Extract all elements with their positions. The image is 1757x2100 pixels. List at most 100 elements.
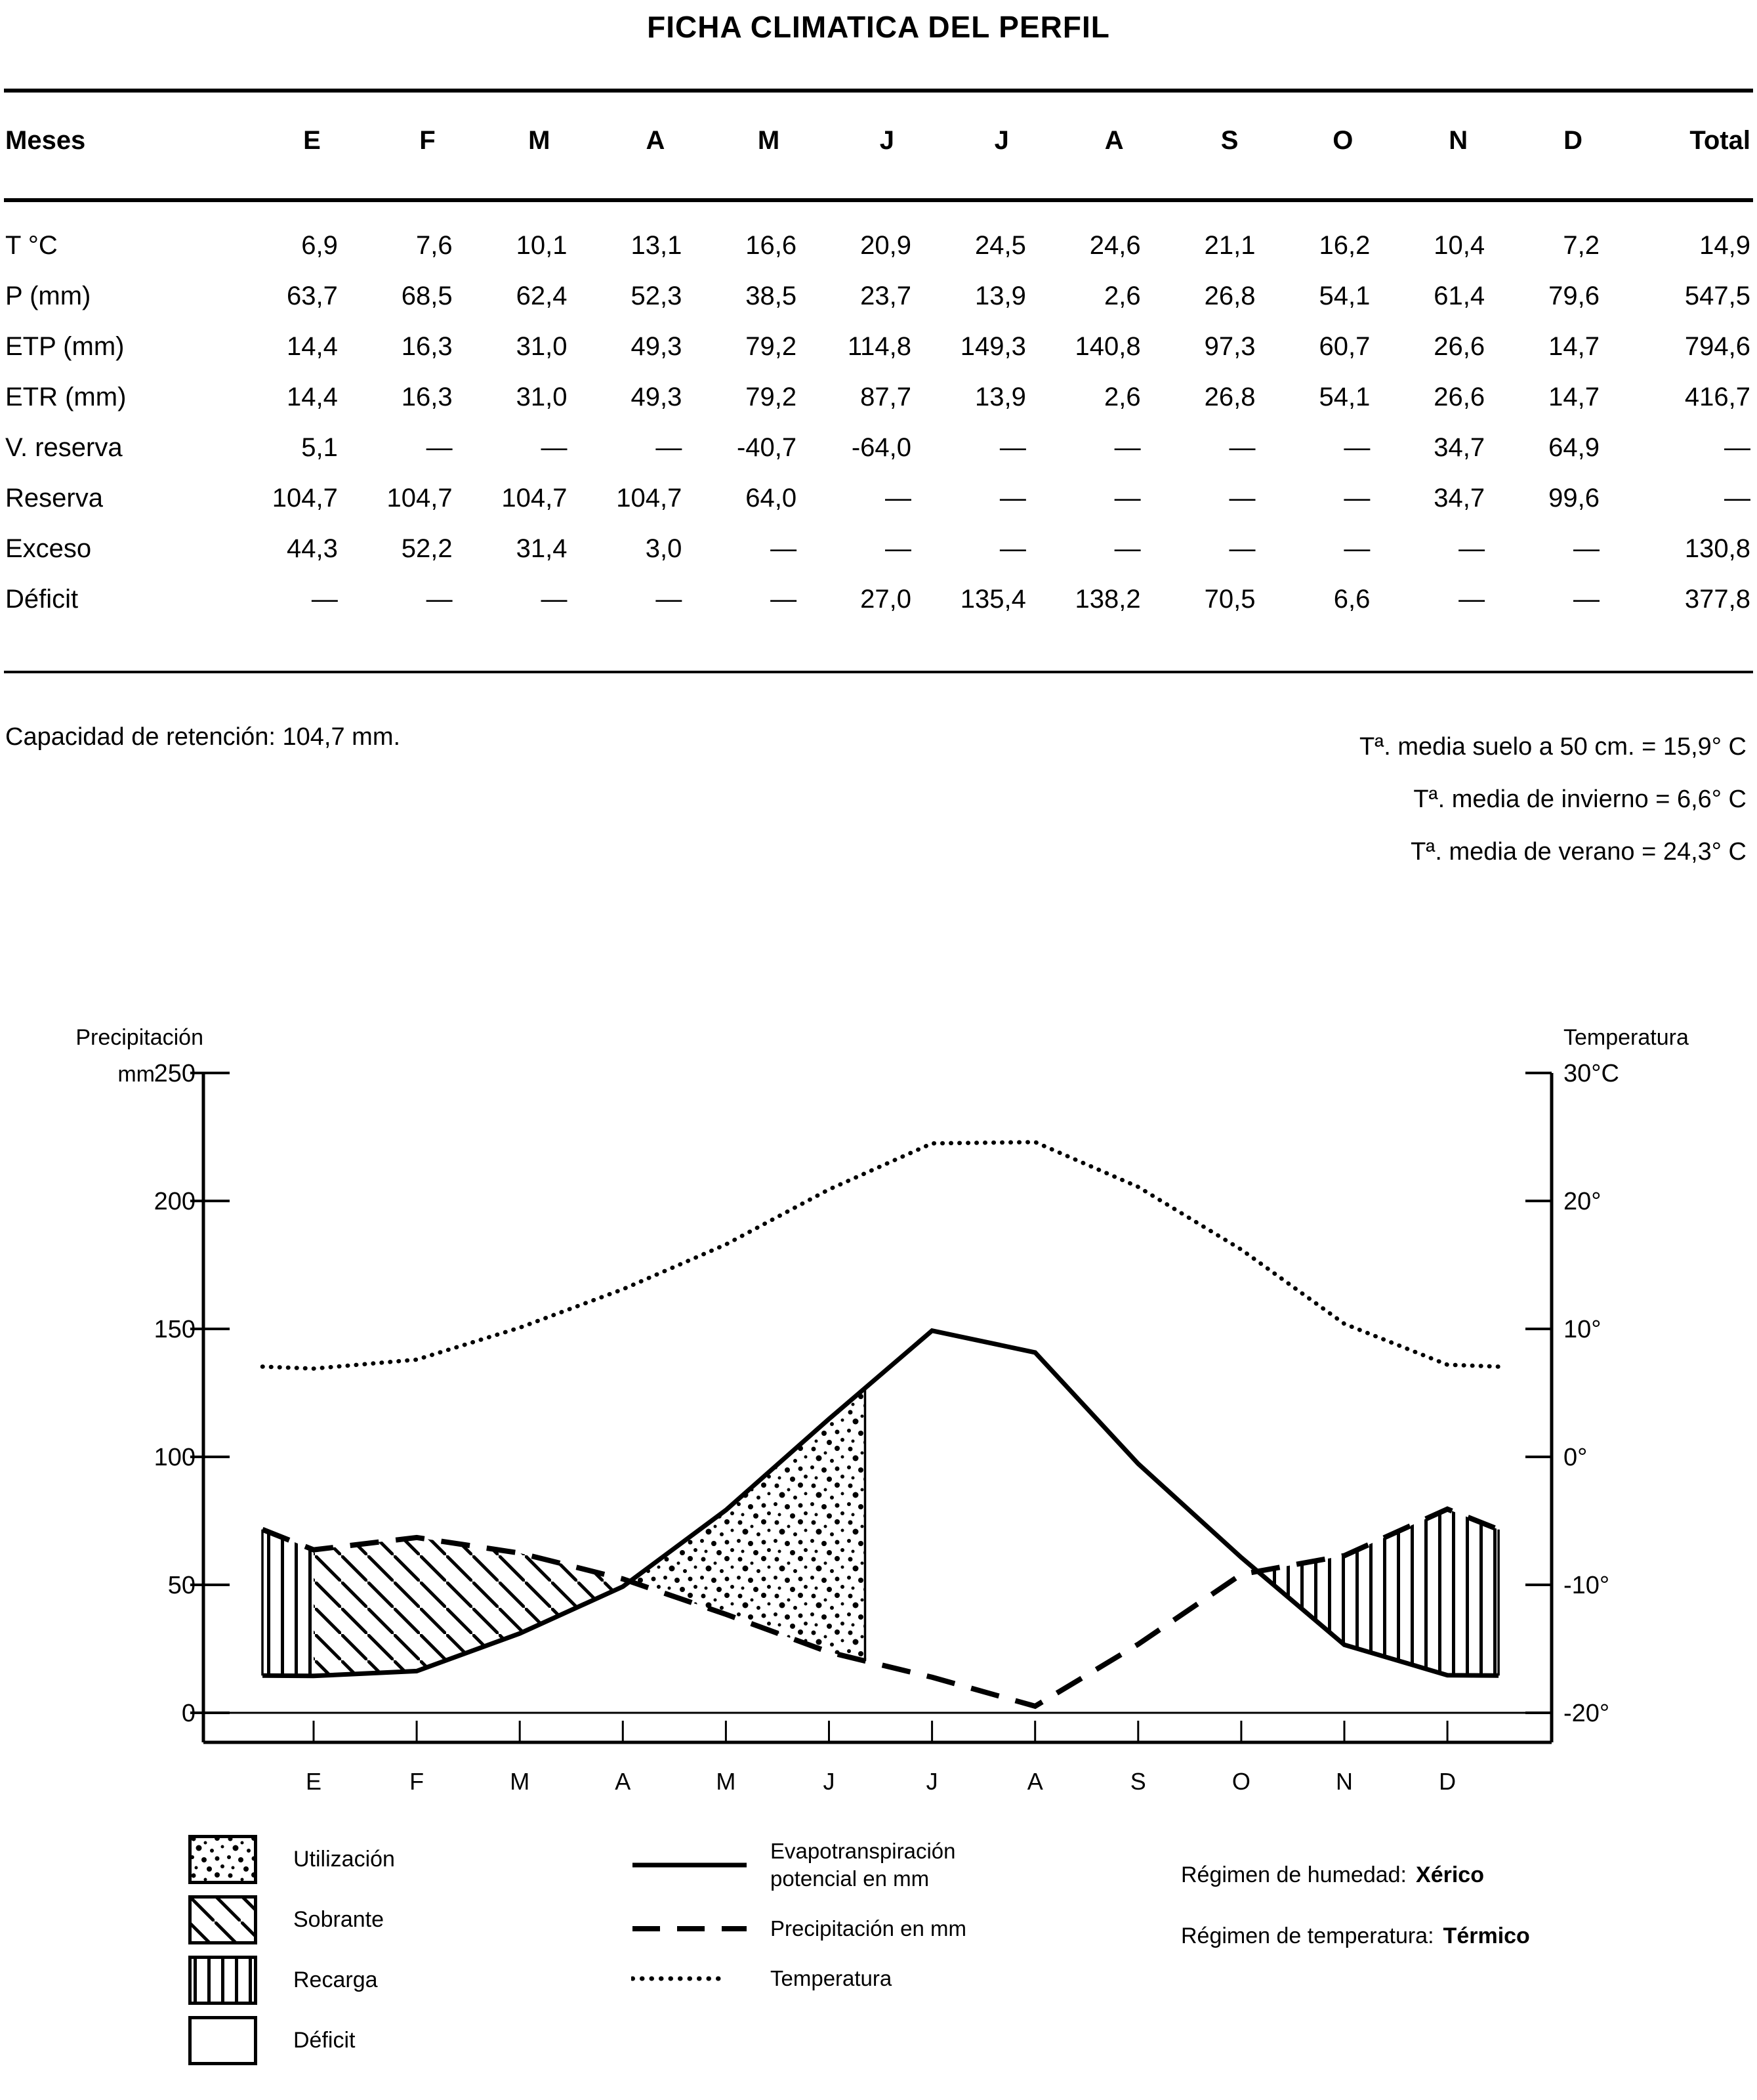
value-cell: 54,1	[1319, 383, 1371, 411]
value-cell: 68,5	[401, 282, 453, 310]
value-cell: 99,6	[1548, 484, 1600, 513]
value-cell: 60,7	[1319, 332, 1371, 361]
legend-label: Utilización	[293, 1847, 395, 1872]
value-cell: —	[884, 534, 911, 563]
legend-label: Sobrante	[293, 1907, 384, 1932]
value-cell: 7,6	[416, 231, 453, 260]
value-cell: 26,8	[1204, 282, 1256, 310]
table-row: Reserva 104,7 104,7 104,7 104,7 64,0 — — — — — 34,7…	[5, 484, 1750, 534]
col-header-month: D	[1563, 126, 1582, 155]
legend-label: Recarga	[293, 1967, 378, 1992]
col-header-month: F	[419, 126, 436, 155]
value-cell: —	[770, 585, 797, 614]
value-cell: 34,7	[1434, 433, 1485, 462]
value-cell: 16,2	[1319, 231, 1371, 260]
chart-text: Temperatura	[1563, 1025, 1689, 1050]
value-cell: 97,3	[1204, 332, 1256, 361]
chart-text: 0°	[1563, 1444, 1587, 1471]
value-cell: 49,3	[630, 383, 682, 411]
chart-text: 20°	[1563, 1188, 1601, 1215]
value-cell: —	[655, 585, 682, 614]
value-cell: 14,7	[1548, 332, 1600, 361]
value-cell: 16,3	[401, 332, 453, 361]
row-label: ETR (mm)	[5, 383, 127, 411]
value-cell: —	[884, 484, 911, 513]
value-cell: 6,6	[1333, 585, 1371, 614]
value-cell: 87,7	[860, 383, 911, 411]
value-cell: 79,2	[745, 383, 797, 411]
value-cell: 104,7	[501, 484, 568, 513]
regimen-value: Xérico	[1416, 1862, 1484, 1887]
row-label: V. reserva	[5, 433, 123, 462]
value-cell: 31,0	[516, 332, 568, 361]
value-cell: 2,6	[1104, 282, 1141, 310]
value-cell: —	[1458, 585, 1485, 614]
value-cell: 23,7	[860, 282, 911, 310]
utilizacion-area	[630, 1388, 865, 1661]
value-cell: —	[311, 585, 338, 614]
retention-note: Capacidad de retención: 104,7 mm.	[5, 723, 401, 751]
value-cell: —	[1573, 585, 1600, 614]
value-cell: —	[1229, 484, 1256, 513]
value-cell: 13,1	[630, 231, 682, 260]
chart-text: 200	[154, 1188, 196, 1215]
value-cell: 70,5	[1204, 585, 1256, 614]
table-row: ETR (mm) 14,4 16,3 31,0 49,3 79,2 87,7 13,9 2,6 2…	[5, 383, 1750, 433]
value-cell: —	[655, 433, 682, 462]
value-cell: 149,3	[960, 332, 1026, 361]
legend-line-styles: Evapotranspiración potencial en mm Preci…	[631, 1838, 966, 2015]
value-cell: 16,6	[745, 231, 797, 260]
legend-label: Temperatura	[770, 1966, 892, 1990]
value-cell: 38,5	[745, 282, 797, 310]
value-cell: 62,4	[516, 282, 568, 310]
value-cell: 79,2	[745, 332, 797, 361]
humidity-regimen: Régimen de humedad: Xérico	[1181, 1862, 1530, 1888]
row-label: P (mm)	[5, 282, 91, 310]
value-cell: 13,9	[974, 383, 1026, 411]
value-cell: —	[1114, 484, 1141, 513]
col-header-month: S	[1220, 126, 1239, 155]
value-cell: —	[1229, 433, 1256, 462]
value-cell: 79,6	[1548, 282, 1600, 310]
chart-text: 30°C	[1563, 1060, 1619, 1087]
legend-item-recarga: Recarga	[188, 1956, 395, 2005]
value-cell: 52,3	[630, 282, 682, 310]
chart-text: M	[510, 1768, 529, 1795]
value-cell: 26,8	[1204, 383, 1256, 411]
table-header: Meses E F M A M J J A S O N D Total	[5, 126, 1750, 156]
recarga-area-right	[1257, 1509, 1499, 1676]
legend-item-temp-line: Temperatura	[631, 1965, 966, 1992]
legend-item-deficit: Déficit	[188, 2016, 395, 2065]
row-label: Reserva	[5, 484, 103, 513]
value-cell: 27,0	[860, 585, 911, 614]
sobrante-swatch-icon	[188, 1895, 257, 1944]
recarga-area-left	[262, 1529, 314, 1676]
value-cell: —	[1344, 534, 1371, 563]
regimen-label: Régimen de humedad:	[1181, 1862, 1407, 1887]
temperature-curve	[260, 1140, 1501, 1371]
col-header-total: Total	[1689, 126, 1750, 155]
regimen-value: Térmico	[1443, 1923, 1530, 1948]
legend-label: Evapotranspiración potencial en mm	[770, 1839, 956, 1891]
divider-top	[4, 89, 1753, 93]
utilizacion-swatch-icon	[188, 1835, 257, 1884]
value-cell: —	[1114, 534, 1141, 563]
legend-item-precip-line: Precipitación en mm	[631, 1915, 966, 1942]
total-cell: 130,8	[1684, 534, 1750, 563]
winter-temp-note: Tª. media de invierno = 6,6° C	[1413, 786, 1747, 813]
chart-text: J	[823, 1768, 835, 1795]
chart-text: -20°	[1563, 1700, 1609, 1727]
value-cell: —	[1344, 433, 1371, 462]
climate-table: T °C 6,9 7,6 10,1 13,1 16,6 20,9 24,5 24,6 21,1 16…	[5, 231, 1750, 635]
chart-text: 0	[182, 1700, 196, 1727]
value-cell: 26,6	[1434, 332, 1485, 361]
chart-text: A	[1027, 1768, 1043, 1795]
col-header-month: E	[303, 126, 321, 155]
chart-text: O	[1232, 1768, 1251, 1795]
value-cell: 13,9	[974, 282, 1026, 310]
value-cell: 52,2	[401, 534, 453, 563]
chart-text: S	[1130, 1768, 1146, 1795]
value-cell: 104,7	[272, 484, 338, 513]
summer-temp-note: Tª. media de verano = 24,3° C	[1411, 838, 1747, 866]
value-cell: 114,8	[847, 332, 911, 361]
